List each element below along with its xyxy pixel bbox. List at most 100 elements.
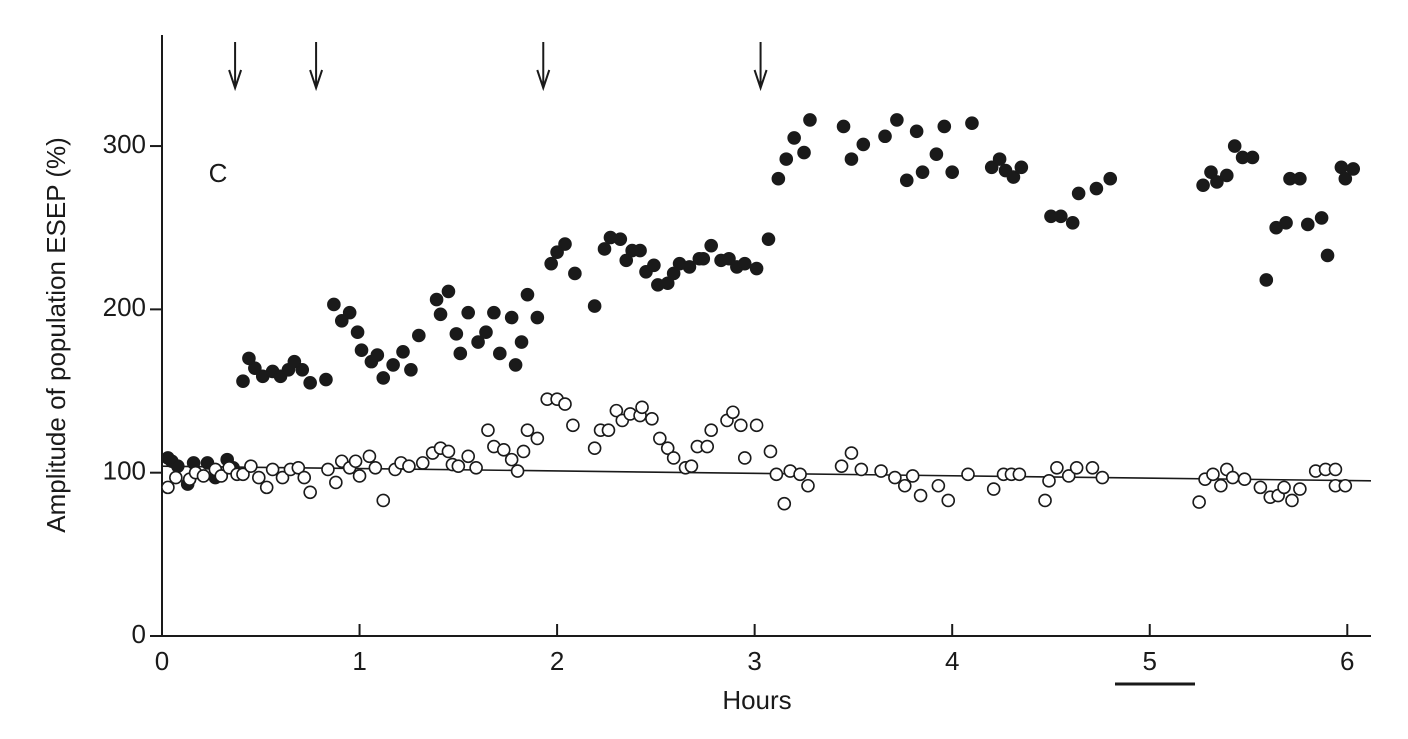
data-point <box>236 374 250 389</box>
data-point <box>550 245 564 260</box>
x-tick-label: 1 <box>352 646 366 676</box>
data-point <box>945 165 959 179</box>
data-point <box>376 493 391 508</box>
data-point <box>803 113 817 127</box>
data-point <box>666 266 681 281</box>
data-point <box>370 348 385 362</box>
data-point <box>1006 170 1021 184</box>
data-point <box>986 482 1001 496</box>
data-point <box>510 464 525 478</box>
data-point <box>520 423 535 438</box>
data-point <box>854 462 869 477</box>
data-point <box>1192 495 1206 509</box>
data-point <box>941 493 956 508</box>
data-point <box>633 243 647 258</box>
data-point <box>645 411 659 426</box>
y-tick-label: 100 <box>103 456 146 486</box>
data-point <box>487 305 501 320</box>
data-point <box>169 470 183 485</box>
data-point <box>568 266 582 281</box>
data-point <box>874 464 888 478</box>
data-point <box>844 446 859 460</box>
data-point <box>1204 165 1218 179</box>
panel-label: C <box>209 158 228 188</box>
data-point <box>504 452 519 467</box>
data-point <box>797 145 811 160</box>
data-point <box>700 439 715 454</box>
data-point <box>171 459 185 473</box>
data-point <box>291 460 306 475</box>
data-point <box>469 460 483 475</box>
data-point <box>412 328 426 343</box>
data-point <box>1253 480 1268 495</box>
data-point <box>329 475 343 490</box>
arrow <box>536 42 551 92</box>
y-tick-label: 200 <box>103 292 146 322</box>
data-point <box>303 376 317 390</box>
data-point <box>481 423 495 438</box>
data-point <box>471 335 485 349</box>
data-point <box>749 261 764 276</box>
data-point <box>834 459 849 473</box>
data-point <box>899 173 914 188</box>
data-point <box>878 129 892 144</box>
data-point <box>449 327 464 341</box>
data-point <box>726 405 740 420</box>
x-tick-label: 4 <box>945 646 959 676</box>
data-point <box>609 403 624 418</box>
data-point <box>429 292 444 307</box>
data-point <box>1085 460 1100 475</box>
data-point <box>905 469 920 483</box>
data-point <box>749 418 764 433</box>
data-point <box>801 478 815 493</box>
data-point <box>1334 160 1349 175</box>
data-point <box>386 358 400 372</box>
data-point <box>558 237 572 251</box>
data-point <box>734 418 748 433</box>
data-point <box>368 460 383 475</box>
data-point <box>1259 273 1274 287</box>
data-point <box>737 451 752 465</box>
data-point <box>1012 467 1027 482</box>
data-point <box>504 310 519 325</box>
x-axis-label: Hours <box>722 685 791 715</box>
data-point <box>890 113 904 127</box>
x-tick-label: 0 <box>155 646 169 676</box>
data-point <box>763 444 778 459</box>
data-point <box>516 444 531 459</box>
data-point <box>496 443 511 457</box>
data-point <box>961 467 975 482</box>
data-point <box>1314 211 1329 225</box>
data-point <box>704 423 718 438</box>
data-point <box>1038 493 1052 508</box>
data-point <box>931 478 946 493</box>
data-point <box>1338 478 1353 493</box>
data-point <box>844 152 859 166</box>
data-point <box>453 346 468 361</box>
data-point <box>909 124 924 139</box>
data-point <box>566 418 580 433</box>
data-point <box>1293 171 1307 186</box>
data-point <box>597 242 612 256</box>
data-point <box>635 400 649 415</box>
data-point <box>769 467 784 482</box>
data-point <box>653 431 667 446</box>
data-point <box>1069 460 1084 475</box>
data-point <box>836 119 851 134</box>
data-point <box>451 459 466 473</box>
data-point <box>415 456 430 470</box>
data-point <box>915 165 930 179</box>
data-point <box>1320 248 1335 263</box>
data-point <box>520 287 535 302</box>
y-axis-label: Amplitude of population ESEP (%) <box>41 137 71 533</box>
arrow <box>753 42 768 92</box>
data-point <box>461 449 476 464</box>
data-point <box>984 160 999 175</box>
data-point <box>342 305 357 320</box>
data-point <box>856 137 871 152</box>
data-point <box>1206 467 1220 482</box>
data-point <box>1214 478 1228 493</box>
data-point <box>236 467 250 482</box>
data-point <box>1042 474 1056 488</box>
